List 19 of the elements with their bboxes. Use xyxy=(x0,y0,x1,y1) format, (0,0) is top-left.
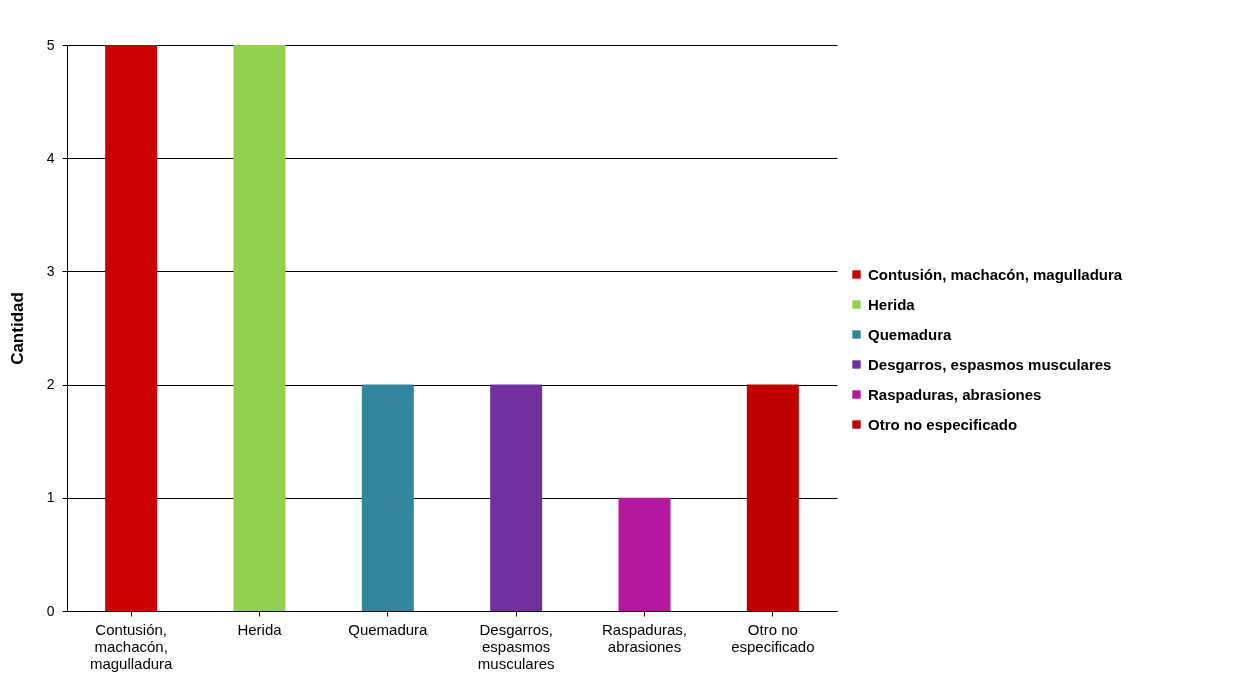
y-tick-label: 1 xyxy=(46,489,55,506)
x-tick-label: Raspaduras, abrasiones xyxy=(601,620,688,655)
legend-label: Contusión, machacón, magulladura xyxy=(868,265,1123,283)
legend-label: Raspaduras, abrasiones xyxy=(868,385,1042,403)
y-tick-label: 5 xyxy=(46,36,55,53)
y-tick-label: 0 xyxy=(46,602,55,619)
legend-label: Otro no especificado xyxy=(868,415,1018,433)
y-tick-label: 4 xyxy=(46,149,55,166)
x-tick-label: Desgarros, espasmos musculares xyxy=(477,620,555,672)
legend-label: Herida xyxy=(868,295,916,313)
x-tick-label: Contusión, machacón, magulladura xyxy=(89,620,174,672)
y-tick-label: 2 xyxy=(46,376,55,393)
x-tick-label: Quemadura xyxy=(348,620,429,638)
y-tick-label: 3 xyxy=(46,262,55,279)
legend-label: Quemadura xyxy=(868,325,953,343)
x-tick-label: Herida xyxy=(237,620,283,638)
x-tick-label: Otro no especificado xyxy=(731,620,815,655)
y-axis-title: Cantidad xyxy=(7,292,27,365)
legend-label: Desgarros, espasmos musculares xyxy=(868,355,1112,373)
